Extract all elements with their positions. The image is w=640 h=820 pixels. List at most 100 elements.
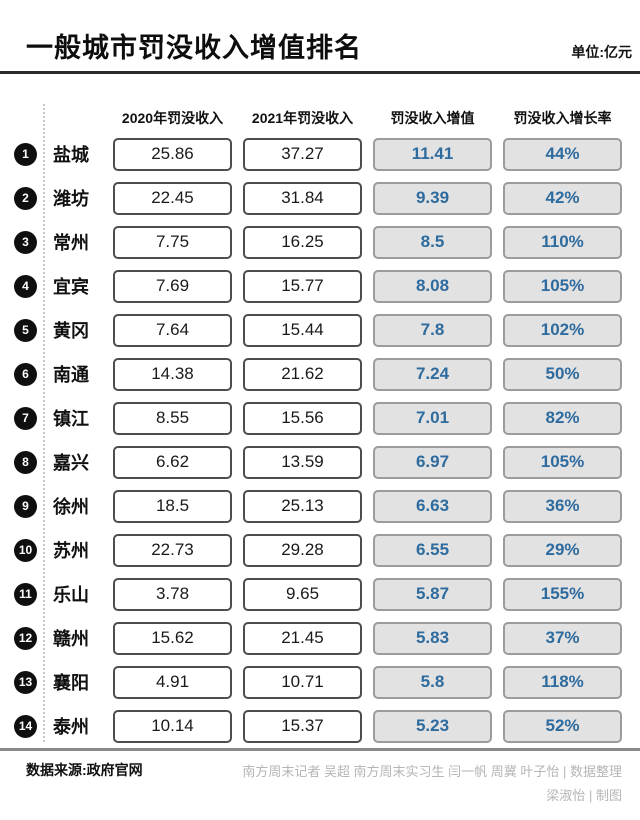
value-growth-box: 29% — [503, 533, 622, 567]
credits-line-1: 南方周末记者 吴超 南方周末实习生 闫一帆 周冀 叶子怡 | 数据整理 — [242, 764, 622, 779]
ranking-table: 2020年罚没收入 2021年罚没收入 罚没收入增值 罚没收入增长率 1 盐城 … — [0, 74, 640, 748]
city-name: 盐城 — [53, 145, 89, 165]
value-2021-box: 10.71 — [243, 665, 362, 699]
city-name: 襄阳 — [53, 673, 89, 693]
value-growth-box: 37% — [503, 621, 622, 655]
value-2021-box: 21.45 — [243, 621, 362, 655]
value-increase-box: 8.5 — [373, 225, 492, 259]
rank-badge: 10 — [14, 538, 37, 562]
table-row: 12 赣州 15.62 21.45 5.83 37% — [0, 616, 640, 660]
value-2021-box: 13.59 — [243, 445, 362, 479]
city-name: 黄冈 — [53, 321, 89, 341]
unit-label: 单位:亿元 — [571, 44, 632, 60]
value-increase-box: 6.97 — [373, 445, 492, 479]
value-2020-box: 22.73 — [113, 533, 232, 567]
data-source-label: 数据来源:政府官网 — [26, 762, 143, 778]
table-row: 5 黄冈 7.64 15.44 7.8 102% — [0, 308, 640, 352]
title-divider — [0, 71, 640, 74]
column-header-growth: 罚没收入增长率 — [513, 110, 612, 126]
table-row: 4 宜宾 7.69 15.77 8.08 105% — [0, 264, 640, 308]
city-name: 常州 — [53, 233, 89, 253]
value-growth-box: 102% — [503, 313, 622, 347]
value-2021-box: 15.77 — [243, 269, 362, 303]
table-body: 1 盐城 25.86 37.27 11.41 44% 2 潍坊 22.45 31… — [0, 132, 640, 748]
footer-divider — [0, 748, 640, 751]
value-growth-box: 82% — [503, 401, 622, 435]
value-2020-box: 15.62 — [113, 621, 232, 655]
value-2021-box: 15.44 — [243, 313, 362, 347]
city-name: 潍坊 — [53, 189, 89, 209]
footer: 数据来源:政府官网 南方周末记者 吴超 南方周末实习生 闫一帆 周冀 叶子怡 |… — [0, 756, 640, 808]
table-row: 9 徐州 18.5 25.13 6.63 36% — [0, 484, 640, 528]
city-name: 乐山 — [53, 585, 89, 605]
city-name: 宜宾 — [53, 277, 89, 297]
value-2021-box: 29.28 — [243, 533, 362, 567]
rank-badge: 11 — [14, 582, 37, 606]
table-row: 6 南通 14.38 21.62 7.24 50% — [0, 352, 640, 396]
value-growth-box: 105% — [503, 445, 622, 479]
value-2021-box: 16.25 — [243, 225, 362, 259]
value-increase-box: 9.39 — [373, 181, 492, 215]
value-2021-box: 15.37 — [243, 709, 362, 743]
table-row: 8 嘉兴 6.62 13.59 6.97 105% — [0, 440, 640, 484]
column-header-2020: 2020年罚没收入 — [121, 110, 224, 126]
value-growth-box: 44% — [503, 137, 622, 171]
rank-badge: 9 — [14, 494, 37, 518]
rank-badge: 13 — [14, 670, 37, 694]
value-increase-box: 5.87 — [373, 577, 492, 611]
column-header-increase: 罚没收入增值 — [390, 110, 475, 126]
city-name: 嘉兴 — [53, 453, 89, 473]
value-growth-box: 36% — [503, 489, 622, 523]
value-2021-box: 37.27 — [243, 137, 362, 171]
value-2020-box: 10.14 — [113, 709, 232, 743]
table-row: 3 常州 7.75 16.25 8.5 110% — [0, 220, 640, 264]
table-header-row: 2020年罚没收入 2021年罚没收入 罚没收入增值 罚没收入增长率 — [0, 108, 640, 128]
value-2021-box: 25.13 — [243, 489, 362, 523]
value-growth-box: 50% — [503, 357, 622, 391]
value-increase-box: 7.01 — [373, 401, 492, 435]
rank-badge: 12 — [14, 626, 37, 650]
table-row: 13 襄阳 4.91 10.71 5.8 118% — [0, 660, 640, 704]
value-increase-box: 5.83 — [373, 621, 492, 655]
value-growth-box: 52% — [503, 709, 622, 743]
rank-badge: 14 — [14, 714, 37, 738]
value-growth-box: 105% — [503, 269, 622, 303]
value-increase-box: 11.41 — [373, 137, 492, 171]
rank-badge: 3 — [14, 230, 37, 254]
value-growth-box: 42% — [503, 181, 622, 215]
rank-badge: 8 — [14, 450, 37, 474]
value-2021-box: 31.84 — [243, 181, 362, 215]
title-bar: 一般城市罚没收入增值排名 单位:亿元 — [0, 0, 640, 71]
value-increase-box: 8.08 — [373, 269, 492, 303]
value-2020-box: 3.78 — [113, 577, 232, 611]
rank-dotted-divider — [43, 104, 45, 742]
rank-badge: 5 — [14, 318, 37, 342]
table-row: 2 潍坊 22.45 31.84 9.39 42% — [0, 176, 640, 220]
column-header-2021: 2021年罚没收入 — [251, 110, 354, 126]
city-name: 苏州 — [53, 541, 89, 561]
value-2020-box: 6.62 — [113, 445, 232, 479]
rank-badge: 2 — [14, 186, 37, 210]
city-name: 赣州 — [53, 629, 89, 649]
table-row: 10 苏州 22.73 29.28 6.55 29% — [0, 528, 640, 572]
value-2020-box: 14.38 — [113, 357, 232, 391]
rank-badge: 6 — [14, 362, 37, 386]
value-2020-box: 7.64 — [113, 313, 232, 347]
page-title: 一般城市罚没收入增值排名 — [26, 33, 362, 63]
value-growth-box: 155% — [503, 577, 622, 611]
city-name: 镇江 — [53, 409, 89, 429]
value-2021-box: 21.62 — [243, 357, 362, 391]
city-name: 徐州 — [53, 497, 89, 517]
city-name: 泰州 — [53, 717, 89, 737]
value-2021-box: 9.65 — [243, 577, 362, 611]
value-increase-box: 7.24 — [373, 357, 492, 391]
table-row: 14 泰州 10.14 15.37 5.23 52% — [0, 704, 640, 748]
value-increase-box: 7.8 — [373, 313, 492, 347]
value-2020-box: 8.55 — [113, 401, 232, 435]
value-2020-box: 7.75 — [113, 225, 232, 259]
table-row: 1 盐城 25.86 37.27 11.41 44% — [0, 132, 640, 176]
value-2020-box: 7.69 — [113, 269, 232, 303]
value-increase-box: 6.63 — [373, 489, 492, 523]
credits-block: 南方周末记者 吴超 南方周末实习生 闫一帆 周冀 叶子怡 | 数据整理 梁淑怡 … — [242, 760, 622, 808]
credits-line-2: 梁淑怡 | 制图 — [546, 788, 622, 803]
